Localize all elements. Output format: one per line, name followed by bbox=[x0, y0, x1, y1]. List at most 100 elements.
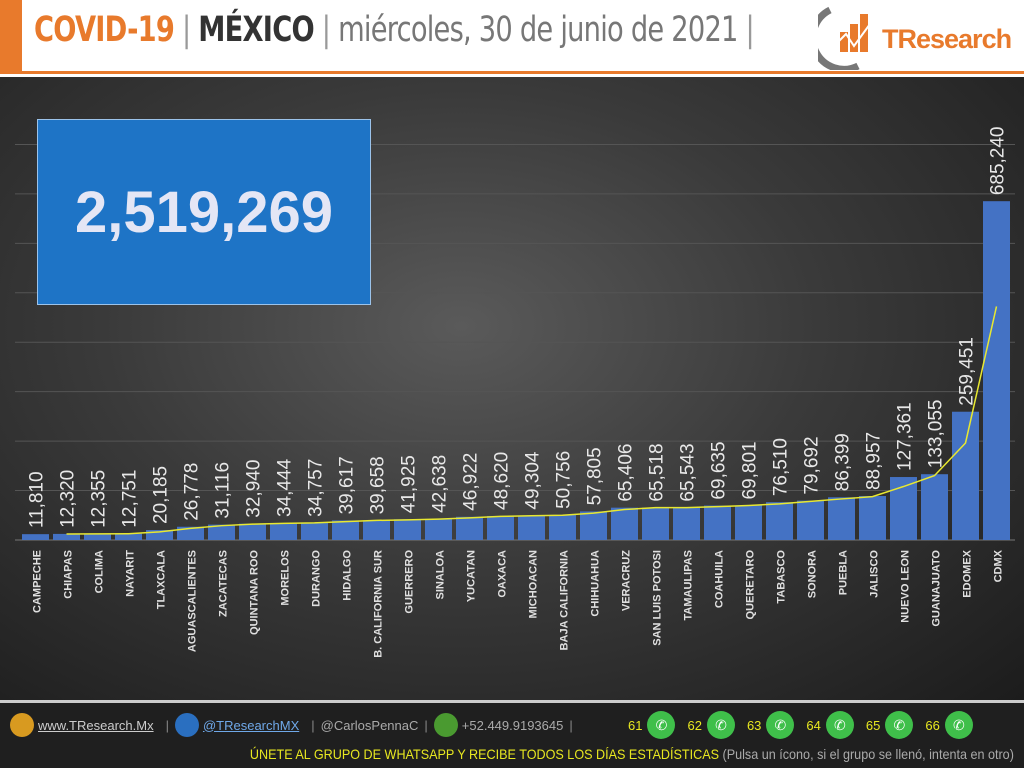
data-label: 48,620 bbox=[492, 452, 513, 510]
category-label: OAXACA bbox=[497, 550, 509, 598]
data-label: 65,518 bbox=[647, 443, 668, 501]
phone-icon bbox=[433, 713, 458, 737]
separator: | bbox=[181, 10, 191, 50]
whatsapp-icon[interactable]: ✆ bbox=[885, 711, 914, 739]
category-label: SAN LUIS POTOSI bbox=[652, 550, 664, 646]
whatsapp-icon[interactable]: ✆ bbox=[766, 711, 795, 739]
whatsapp-icon[interactable]: ✆ bbox=[647, 711, 676, 739]
data-label: 50,756 bbox=[554, 451, 575, 509]
data-label: 39,617 bbox=[337, 456, 358, 514]
bar bbox=[22, 534, 49, 540]
page-title: COVID-19 | MÉXICO | miércoles, 30 de jun… bbox=[34, 10, 755, 50]
category-label: HIDALGO bbox=[342, 550, 354, 601]
whatsapp-group-66[interactable]: 66 ✆ bbox=[925, 711, 973, 739]
bar bbox=[84, 533, 111, 540]
bar bbox=[580, 511, 607, 540]
whatsapp-group-62[interactable]: 62 ✆ bbox=[687, 711, 735, 739]
data-label: 79,692 bbox=[802, 436, 823, 494]
bar bbox=[859, 496, 886, 540]
whatsapp-group-63[interactable]: 63 ✆ bbox=[746, 711, 795, 739]
whatsapp-groups: 61 ✆ 62 ✆ 63 ✆ 64 ✆ 65 ✆ 66 ✆ bbox=[628, 711, 985, 739]
title-covid: COVID-19 bbox=[34, 10, 175, 50]
category-label: QUERETARO bbox=[745, 550, 757, 620]
category-label: TAMAULIPAS bbox=[683, 550, 695, 620]
category-label: MICHOACAN bbox=[528, 550, 540, 618]
bar bbox=[952, 411, 979, 540]
bar bbox=[487, 515, 514, 540]
data-label: 685,240 bbox=[988, 126, 1009, 195]
whatsapp-group-65[interactable]: 65 ✆ bbox=[865, 711, 914, 739]
separator: | bbox=[311, 717, 315, 733]
bar bbox=[146, 530, 173, 540]
data-label: 32,940 bbox=[244, 460, 265, 518]
category-label: GUERRERO bbox=[404, 550, 416, 614]
data-label: 46,922 bbox=[461, 453, 482, 511]
group-number: 66 bbox=[925, 717, 940, 733]
bar bbox=[518, 515, 545, 540]
category-label: PUEBLA bbox=[838, 550, 850, 595]
group-number: 65 bbox=[865, 717, 881, 733]
group-number: 63 bbox=[746, 717, 762, 733]
total-cases-value: 2,519,269 bbox=[74, 179, 334, 245]
data-label: 65,406 bbox=[616, 444, 637, 502]
bar bbox=[766, 502, 793, 540]
bar bbox=[425, 518, 452, 540]
data-label: 133,055 bbox=[926, 400, 947, 469]
separator: | bbox=[321, 10, 331, 50]
group-number: 62 bbox=[687, 717, 702, 733]
bar bbox=[394, 519, 421, 540]
personal-handle: @CarlosPennaC bbox=[320, 717, 419, 733]
cta-text: ÚNETE AL GRUPO DE WHATSAPP Y RECIBE TODO… bbox=[250, 746, 1014, 762]
bar bbox=[208, 524, 235, 540]
whatsapp-group-61[interactable]: 61 ✆ bbox=[628, 711, 676, 739]
bar-chart: 11,810 CAMPECHE 12,320 CHIAPAS 12,355 COLIMA 1… bbox=[15, 126, 1015, 658]
cta-note: (Pulsa un ícono, si el grupo se llenó, i… bbox=[722, 746, 1014, 762]
footer: www.TResearch.Mx | @TResearchMX | @Carlo… bbox=[0, 700, 1024, 768]
header: COVID-19 | MÉXICO | miércoles, 30 de jun… bbox=[0, 0, 1024, 74]
twitter-link[interactable]: @TResearchMX bbox=[202, 717, 300, 733]
category-label: TLAXCALA bbox=[156, 550, 168, 609]
category-label: AGUASCALIENTES bbox=[187, 550, 199, 652]
phone-number: +52.449.9193645 bbox=[461, 717, 564, 733]
data-label: 65,543 bbox=[678, 443, 699, 501]
bar bbox=[797, 500, 824, 540]
data-label: 127,361 bbox=[895, 402, 916, 471]
category-label: SONORA bbox=[807, 550, 819, 598]
whatsapp-icon[interactable]: ✆ bbox=[825, 711, 854, 739]
bar bbox=[890, 477, 917, 540]
data-label: 26,778 bbox=[182, 463, 203, 521]
category-label: ZACATECAS bbox=[218, 550, 230, 617]
data-label: 49,304 bbox=[523, 451, 544, 510]
category-label: BAJA CALIFORNIA bbox=[559, 550, 571, 650]
bar bbox=[115, 533, 142, 540]
title-country: MÉXICO bbox=[198, 10, 314, 50]
category-label: B. CALIFORNIA SUR bbox=[373, 550, 385, 658]
bar bbox=[983, 201, 1010, 540]
bar bbox=[828, 497, 855, 540]
category-label: EDOMEX bbox=[962, 549, 974, 597]
data-label: 69,801 bbox=[740, 441, 761, 499]
category-label: VERACRUZ bbox=[621, 550, 633, 611]
data-label: 88,957 bbox=[864, 432, 885, 490]
data-label: 12,751 bbox=[120, 470, 141, 528]
logo-chart-icon bbox=[809, 6, 871, 73]
whatsapp-icon[interactable]: ✆ bbox=[944, 711, 973, 739]
category-label: CDMX bbox=[993, 549, 1005, 582]
whatsapp-group-64[interactable]: 64 ✆ bbox=[806, 711, 854, 739]
category-label: CAMPECHE bbox=[32, 550, 44, 613]
bar bbox=[456, 516, 483, 540]
website-link[interactable]: www.TResearch.Mx bbox=[38, 717, 154, 733]
category-label: GUANAJUATO bbox=[931, 550, 943, 627]
data-label: 12,355 bbox=[89, 470, 110, 528]
group-number: 64 bbox=[806, 717, 821, 733]
bar bbox=[642, 507, 669, 540]
group-number: 61 bbox=[628, 717, 643, 733]
category-label: SINALOA bbox=[435, 550, 447, 600]
twitter-icon bbox=[174, 713, 199, 737]
whatsapp-icon[interactable]: ✆ bbox=[706, 711, 735, 739]
bar bbox=[704, 505, 731, 540]
data-label: 57,805 bbox=[585, 447, 606, 505]
title-date: miércoles, 30 de junio de 2021 bbox=[338, 10, 738, 50]
accent-bar bbox=[0, 0, 22, 72]
data-label: 39,658 bbox=[368, 456, 389, 514]
